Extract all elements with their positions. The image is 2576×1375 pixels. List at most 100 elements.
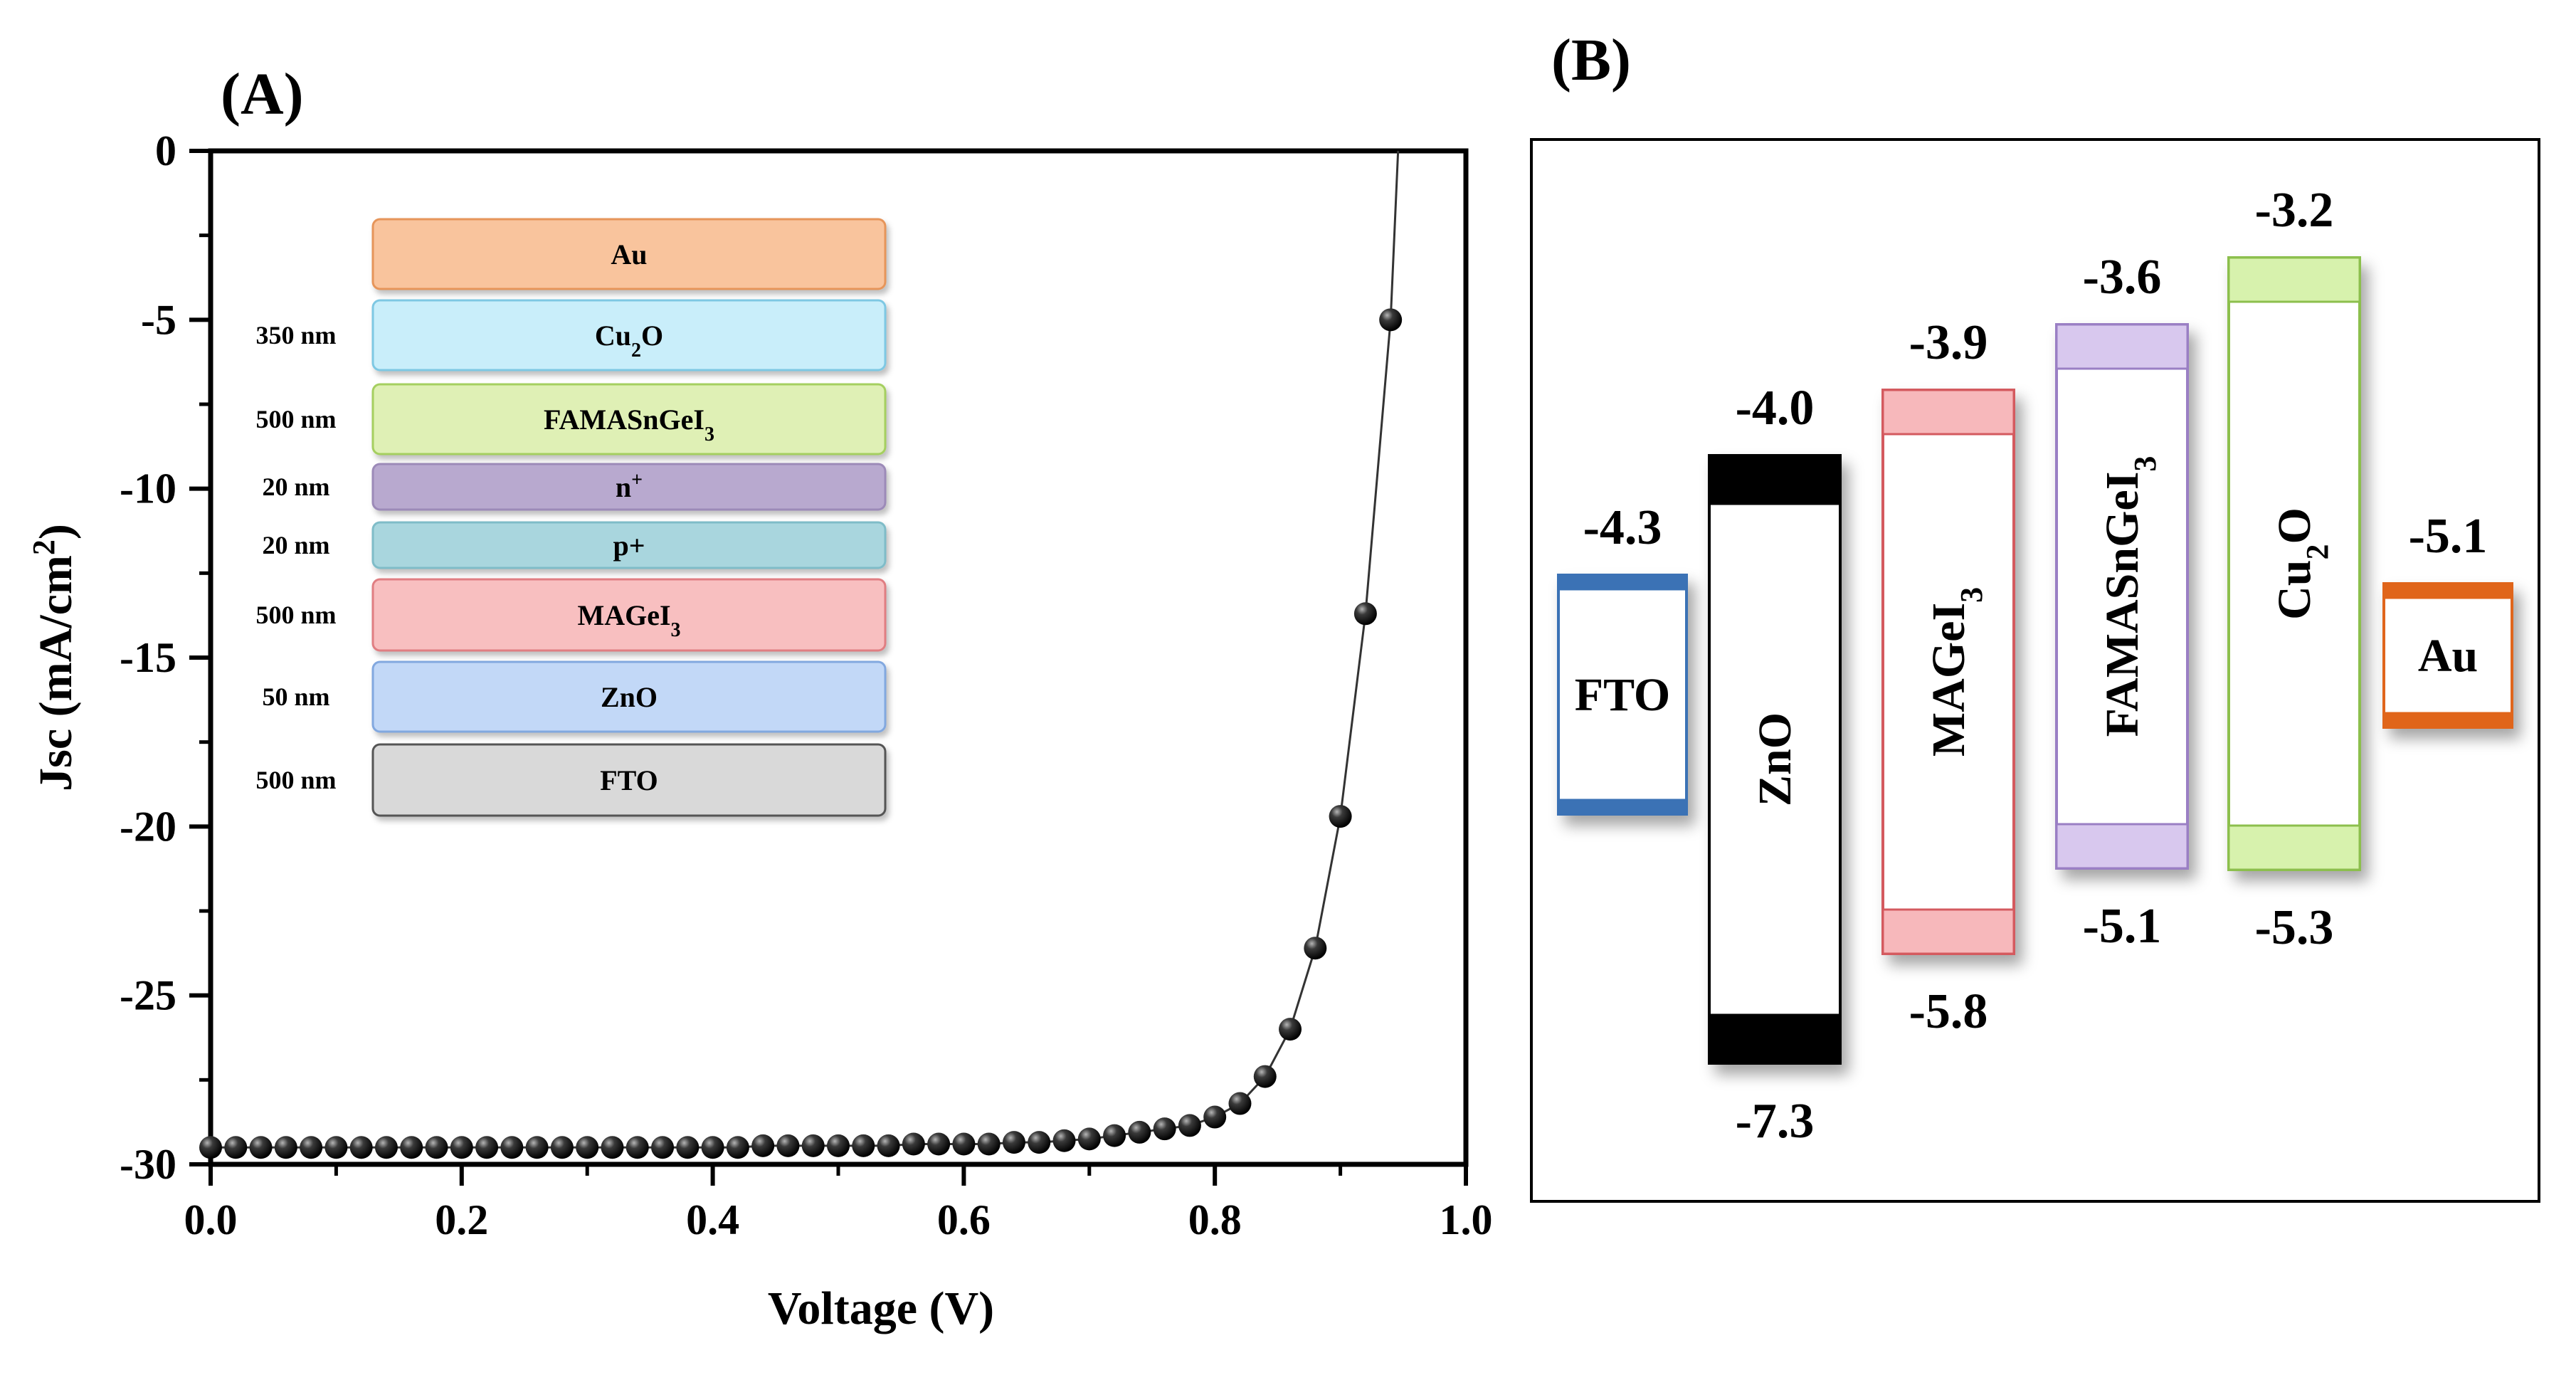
x-tick-label: 0.2 xyxy=(435,1196,488,1243)
data-point xyxy=(475,1136,499,1159)
data-point xyxy=(1178,1114,1201,1137)
band-magei: MAGeI3 -3.9 -5.8 xyxy=(1881,315,2015,1039)
data-point xyxy=(324,1136,348,1159)
stack-layer-au: Au xyxy=(371,218,887,290)
band-famasngei: FAMASnGeI3 -3.6 -5.1 xyxy=(2055,250,2189,954)
data-point xyxy=(726,1136,749,1159)
data-point xyxy=(500,1136,524,1159)
data-point xyxy=(601,1136,624,1159)
data-point xyxy=(852,1134,875,1157)
band-material-label: MAGeI3 xyxy=(1923,587,1989,757)
band-material-label: FTO xyxy=(1575,669,1670,721)
stack-layer-famasngei: FAMASnGeI3 500 nm xyxy=(255,383,887,455)
data-point xyxy=(1002,1131,1025,1154)
x-tick-label: 1.0 xyxy=(1440,1196,1493,1243)
data-point xyxy=(199,1136,222,1159)
stack-layer-label: FTO xyxy=(600,764,658,796)
band-box xyxy=(1881,389,2015,955)
data-point xyxy=(952,1132,976,1156)
data-point xyxy=(1228,1092,1252,1115)
data-point xyxy=(927,1132,951,1156)
panel-b-label: (B) xyxy=(1551,27,1631,93)
band-bottom-value: -7.3 xyxy=(1736,1094,1815,1149)
x-tick-label: 0.8 xyxy=(1188,1196,1242,1243)
x-tick-label: 0.6 xyxy=(937,1196,991,1243)
band-top-value: -3.6 xyxy=(2083,250,2162,305)
data-point xyxy=(425,1136,448,1159)
band-frame xyxy=(1530,138,2540,1203)
band-edge-top xyxy=(2227,256,2361,303)
band-cuo: Cu2O -3.2 -5.3 xyxy=(2227,183,2361,955)
x-axis-label: Voltage (V) xyxy=(768,1282,994,1334)
stack-layer-box xyxy=(371,521,887,569)
y-tick-label: -15 xyxy=(120,634,176,681)
data-point xyxy=(977,1132,1001,1156)
band-top-value: -5.1 xyxy=(2409,509,2488,564)
data-point xyxy=(349,1136,373,1159)
band-edge-top xyxy=(1708,454,1842,505)
stack-thickness-label: 20 nm xyxy=(262,531,329,559)
stack-layer-magei: MAGeI3 500 nm xyxy=(255,578,887,652)
y-tick-label: -10 xyxy=(120,465,176,512)
band-top-value: -4.0 xyxy=(1736,381,1815,436)
band-material-label: FAMASnGeI3 xyxy=(2096,456,2163,737)
stack-layer-fto: FTO 500 nm xyxy=(255,743,887,817)
band-edge-top xyxy=(2055,323,2189,370)
data-point xyxy=(1379,308,1403,332)
panel-a-label: (A) xyxy=(221,61,304,127)
band-material-label: Au xyxy=(2418,630,2478,682)
band-diagram: FTO -4.3 ZnO -4.0 -7.3 MAGeI3 -3.9 -5.8 FAMASnGe… xyxy=(1530,138,2540,1203)
band-top-value: -3.2 xyxy=(2255,183,2334,238)
data-point xyxy=(1077,1127,1101,1151)
data-point xyxy=(450,1136,473,1159)
band-edge-top xyxy=(1881,389,2015,436)
y-tick-label: -5 xyxy=(141,296,176,343)
x-axis: 0.0 0.2 0.4 0.6 0.8 1.0 xyxy=(184,1164,1493,1243)
band-edge-bottom xyxy=(1881,908,2015,955)
stack-thickness-label: 500 nm xyxy=(255,601,336,629)
data-point xyxy=(374,1136,398,1159)
data-point xyxy=(1203,1105,1227,1129)
band-zno: ZnO -4.0 -7.3 xyxy=(1708,381,1842,1149)
data-point xyxy=(1279,1018,1302,1041)
data-point xyxy=(300,1136,323,1159)
data-point xyxy=(651,1136,675,1159)
data-point xyxy=(902,1132,925,1156)
band-au: Au -5.1 xyxy=(2382,509,2513,729)
stack-layer-n: n+ 20 nm xyxy=(262,463,887,511)
stack-layer-p-: p+ 20 nm xyxy=(262,521,887,569)
stack-layer-box xyxy=(371,218,887,290)
y-axis: 0 -5 -10 -15 -20 -25 -30 xyxy=(120,127,211,1188)
y-axis-label: Jsc (mA/cm2) xyxy=(26,524,83,791)
band-box xyxy=(1557,574,1688,816)
band-top-value: -4.3 xyxy=(1583,500,1662,555)
y-tick-label: 0 xyxy=(155,127,176,174)
x-tick-label: 0.0 xyxy=(184,1196,238,1243)
band-edge-bottom xyxy=(2382,712,2513,729)
device-stack-inset: Au Cu2O 350 nm FAMASnGeI3 500 nm n+ 20 nm p+ 20 … xyxy=(255,218,887,817)
data-point xyxy=(625,1136,649,1159)
data-point xyxy=(877,1134,900,1157)
stack-layer-cu: Cu2O 350 nm xyxy=(255,299,887,372)
x-tick-label: 0.4 xyxy=(686,1196,739,1243)
stack-layer-label: p+ xyxy=(613,530,645,562)
band-top-value: -3.9 xyxy=(1909,315,1988,370)
stack-layer-box xyxy=(371,743,887,817)
band-material-label: Cu2O xyxy=(2269,507,2335,620)
data-point xyxy=(1153,1117,1176,1141)
band-edge-bottom xyxy=(2055,823,2189,870)
band-box xyxy=(2382,582,2513,729)
stack-thickness-label: 20 nm xyxy=(262,473,329,501)
stack-layer-box xyxy=(371,383,887,455)
jv-chart: 0 -5 -10 -15 -20 -25 -30 0.0 0.2 0.4 0.6 0.8 1.0 Au… xyxy=(26,127,1493,1334)
stack-layer-box xyxy=(371,578,887,652)
data-point xyxy=(827,1134,850,1157)
data-point xyxy=(550,1136,574,1159)
stack-layer-zno: ZnO 50 nm xyxy=(262,660,887,733)
data-point xyxy=(751,1134,775,1157)
stack-layer-label: ZnO xyxy=(601,681,658,713)
data-point xyxy=(1353,602,1377,626)
band-box xyxy=(2055,323,2189,870)
data-point xyxy=(676,1136,700,1159)
data-point xyxy=(249,1136,273,1159)
